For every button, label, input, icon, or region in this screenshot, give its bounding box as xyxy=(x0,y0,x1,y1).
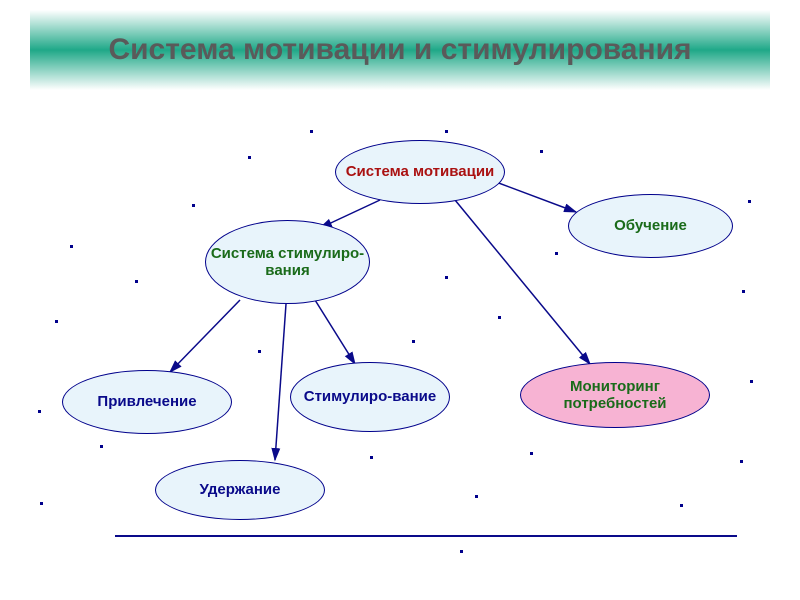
edge-4 xyxy=(275,304,286,460)
node-label: Стимулиро-вание xyxy=(304,388,437,405)
node-label: Удержание xyxy=(200,481,281,498)
decor-dot xyxy=(742,290,745,293)
decor-dot xyxy=(310,130,313,133)
edge-3 xyxy=(170,300,240,372)
node-training: Обучение xyxy=(568,194,733,258)
node-stim_system: Система стимулиро-вания xyxy=(205,220,370,304)
decor-dot xyxy=(475,495,478,498)
node-label: Обучение xyxy=(614,217,687,234)
decor-dot xyxy=(680,504,683,507)
decor-dot xyxy=(192,204,195,207)
decor-dot xyxy=(460,550,463,553)
node-stimulation: Стимулиро-вание xyxy=(290,362,450,432)
node-retention: Удержание xyxy=(155,460,325,520)
edge-0 xyxy=(320,200,380,228)
decor-dot xyxy=(748,200,751,203)
node-label: Мониторинг потребностей xyxy=(525,378,705,413)
node-label: Система стимулиро-вания xyxy=(210,245,365,280)
page-title: Система мотивации и стимулирования xyxy=(108,33,691,68)
decor-dot xyxy=(530,452,533,455)
decor-dot xyxy=(498,316,501,319)
decor-dot xyxy=(70,245,73,248)
baseline xyxy=(115,535,737,537)
decor-dot xyxy=(40,502,43,505)
decor-dot xyxy=(740,460,743,463)
decor-dot xyxy=(258,350,261,353)
node-attraction: Привлечение xyxy=(62,370,232,434)
diagram-area: Система мотивации Обучение Система стимули… xyxy=(0,100,800,600)
decor-dot xyxy=(370,456,373,459)
decor-dot xyxy=(412,340,415,343)
decor-dot xyxy=(750,380,753,383)
title-banner: Система мотивации и стимулирования xyxy=(30,10,770,90)
edge-1 xyxy=(496,182,576,212)
decor-dot xyxy=(38,410,41,413)
node-monitoring: Мониторинг потребностей xyxy=(520,362,710,428)
decor-dot xyxy=(55,320,58,323)
node-label: Привлечение xyxy=(97,393,196,410)
decor-dot xyxy=(555,252,558,255)
node-root: Система мотивации xyxy=(335,140,505,204)
decor-dot xyxy=(135,280,138,283)
decor-dot xyxy=(540,150,543,153)
edge-5 xyxy=(315,300,355,364)
decor-dot xyxy=(445,276,448,279)
decor-dot xyxy=(248,156,251,159)
node-label: Система мотивации xyxy=(346,163,495,180)
decor-dot xyxy=(445,130,448,133)
decor-dot xyxy=(100,445,103,448)
